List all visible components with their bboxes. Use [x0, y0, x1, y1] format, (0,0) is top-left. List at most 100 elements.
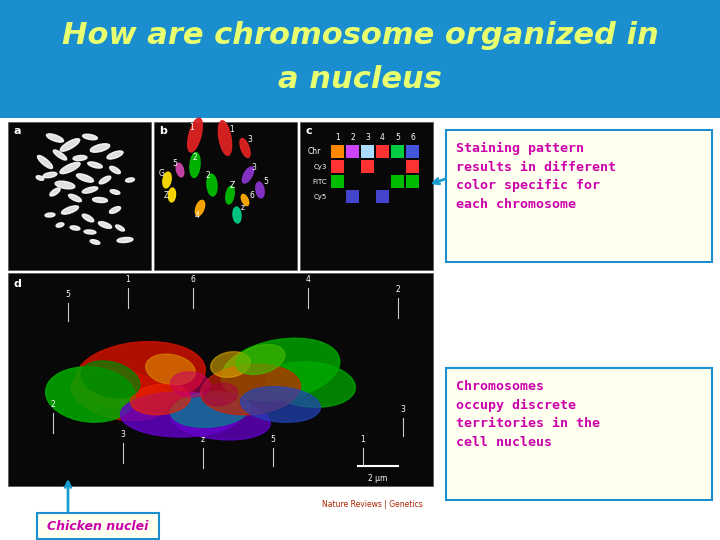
Text: 2 μm: 2 μm: [369, 474, 387, 483]
Ellipse shape: [190, 152, 200, 178]
Text: 3: 3: [248, 136, 253, 145]
Text: 1: 1: [189, 123, 194, 132]
Text: 2: 2: [350, 133, 355, 143]
Text: 1: 1: [335, 133, 340, 143]
Text: 1: 1: [230, 125, 235, 134]
Ellipse shape: [71, 368, 170, 421]
Text: z: z: [201, 435, 205, 444]
Text: 5: 5: [395, 133, 400, 143]
Ellipse shape: [171, 392, 251, 427]
Ellipse shape: [99, 176, 111, 184]
Text: 5: 5: [271, 435, 276, 444]
FancyBboxPatch shape: [446, 130, 712, 262]
FancyBboxPatch shape: [406, 175, 419, 188]
FancyBboxPatch shape: [391, 145, 404, 158]
FancyBboxPatch shape: [0, 0, 720, 118]
Ellipse shape: [60, 139, 80, 151]
Ellipse shape: [45, 213, 55, 217]
Ellipse shape: [109, 166, 120, 174]
Ellipse shape: [221, 338, 340, 401]
Text: Cy3: Cy3: [314, 164, 327, 170]
Ellipse shape: [83, 134, 97, 140]
Ellipse shape: [163, 172, 171, 188]
Text: 2: 2: [193, 152, 197, 161]
Ellipse shape: [240, 138, 250, 158]
FancyBboxPatch shape: [300, 122, 433, 270]
Ellipse shape: [115, 225, 125, 231]
Text: 4: 4: [380, 133, 385, 143]
Text: Staining pattern
results in different
color specific for
each chromosome: Staining pattern results in different co…: [456, 142, 616, 211]
Text: 3: 3: [251, 163, 256, 172]
Ellipse shape: [176, 163, 184, 177]
Text: 2: 2: [206, 172, 210, 180]
FancyBboxPatch shape: [8, 122, 151, 270]
Text: 6: 6: [250, 192, 254, 200]
Text: 3: 3: [365, 133, 370, 143]
Ellipse shape: [171, 399, 270, 440]
FancyBboxPatch shape: [331, 145, 344, 158]
FancyBboxPatch shape: [346, 145, 359, 158]
Text: 6: 6: [410, 133, 415, 143]
Text: Z: Z: [230, 180, 235, 190]
Text: a nucleus: a nucleus: [278, 65, 442, 94]
Text: 3: 3: [120, 430, 125, 439]
Ellipse shape: [188, 118, 202, 152]
Ellipse shape: [243, 167, 253, 183]
Ellipse shape: [226, 186, 234, 204]
Ellipse shape: [110, 190, 120, 194]
Ellipse shape: [47, 134, 63, 142]
Text: 1: 1: [125, 275, 130, 284]
Ellipse shape: [211, 352, 251, 377]
Ellipse shape: [76, 342, 205, 407]
FancyBboxPatch shape: [376, 145, 389, 158]
Text: d: d: [13, 279, 21, 289]
Ellipse shape: [36, 176, 44, 180]
Ellipse shape: [76, 174, 94, 182]
Ellipse shape: [43, 172, 57, 178]
Text: 3: 3: [400, 405, 405, 414]
Ellipse shape: [90, 240, 100, 244]
Text: 5: 5: [66, 290, 71, 299]
FancyBboxPatch shape: [154, 122, 297, 270]
Ellipse shape: [45, 367, 135, 422]
Text: Cy5: Cy5: [314, 193, 327, 199]
FancyBboxPatch shape: [391, 175, 404, 188]
Text: 2: 2: [395, 285, 400, 294]
Text: 5: 5: [264, 178, 269, 186]
Ellipse shape: [168, 188, 176, 202]
Ellipse shape: [61, 206, 78, 214]
Text: FITC: FITC: [312, 179, 327, 185]
Text: 1: 1: [361, 435, 365, 444]
Text: 2: 2: [50, 400, 55, 409]
Text: Z: Z: [163, 191, 168, 199]
Text: c: c: [305, 126, 312, 136]
Ellipse shape: [125, 178, 135, 182]
Ellipse shape: [233, 207, 241, 223]
Ellipse shape: [93, 198, 107, 202]
Text: a: a: [13, 126, 20, 136]
Ellipse shape: [171, 372, 210, 397]
Ellipse shape: [266, 362, 356, 407]
FancyBboxPatch shape: [331, 160, 344, 173]
FancyBboxPatch shape: [361, 160, 374, 173]
Ellipse shape: [207, 174, 217, 196]
Text: Chromosomes
occupy discrete
territories in the
cell nucleus: Chromosomes occupy discrete territories …: [456, 380, 600, 449]
Ellipse shape: [218, 121, 232, 156]
FancyBboxPatch shape: [446, 368, 712, 500]
Ellipse shape: [90, 144, 109, 152]
FancyBboxPatch shape: [361, 145, 374, 158]
Text: z: z: [241, 204, 245, 213]
Text: 6: 6: [191, 275, 195, 284]
Ellipse shape: [68, 194, 81, 202]
Ellipse shape: [256, 182, 264, 198]
Text: b: b: [159, 126, 167, 136]
Ellipse shape: [240, 387, 320, 422]
Ellipse shape: [107, 151, 123, 159]
Ellipse shape: [53, 150, 67, 160]
Text: How are chromosome organized in: How are chromosome organized in: [62, 22, 658, 51]
Text: Chicken nuclei: Chicken nuclei: [48, 519, 149, 532]
Ellipse shape: [109, 207, 120, 213]
FancyBboxPatch shape: [406, 160, 419, 173]
Ellipse shape: [73, 156, 87, 160]
Ellipse shape: [88, 162, 102, 168]
